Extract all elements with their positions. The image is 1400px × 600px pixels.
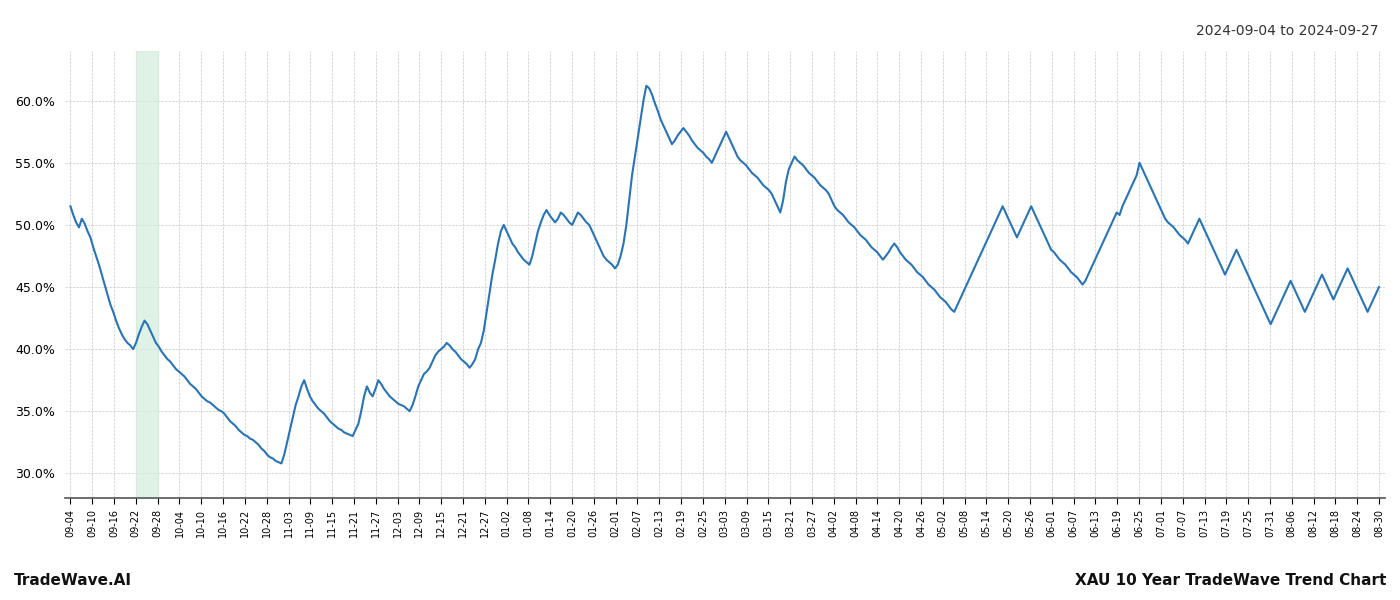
Text: TradeWave.AI: TradeWave.AI bbox=[14, 573, 132, 588]
Text: XAU 10 Year TradeWave Trend Chart: XAU 10 Year TradeWave Trend Chart bbox=[1075, 573, 1386, 588]
Bar bbox=[136, 51, 158, 498]
Text: 2024-09-04 to 2024-09-27: 2024-09-04 to 2024-09-27 bbox=[1197, 24, 1379, 38]
